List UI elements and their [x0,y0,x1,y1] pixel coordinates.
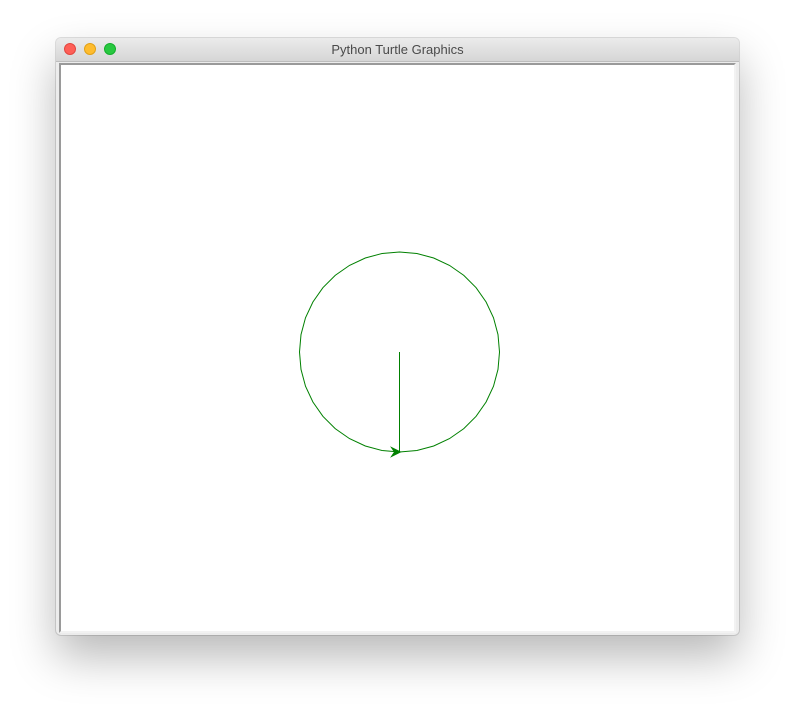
turtle-canvas[interactable] [59,63,736,633]
minimize-button[interactable] [84,43,96,55]
title-bar[interactable]: Python Turtle Graphics [56,38,739,62]
close-button[interactable] [64,43,76,55]
turtle-window: Python Turtle Graphics [56,38,739,635]
window-title: Python Turtle Graphics [331,42,464,57]
zoom-button[interactable] [104,43,116,55]
drawn-circle [298,251,501,453]
turtle-arrow-icon [390,446,402,458]
drawing-surface [298,251,501,458]
